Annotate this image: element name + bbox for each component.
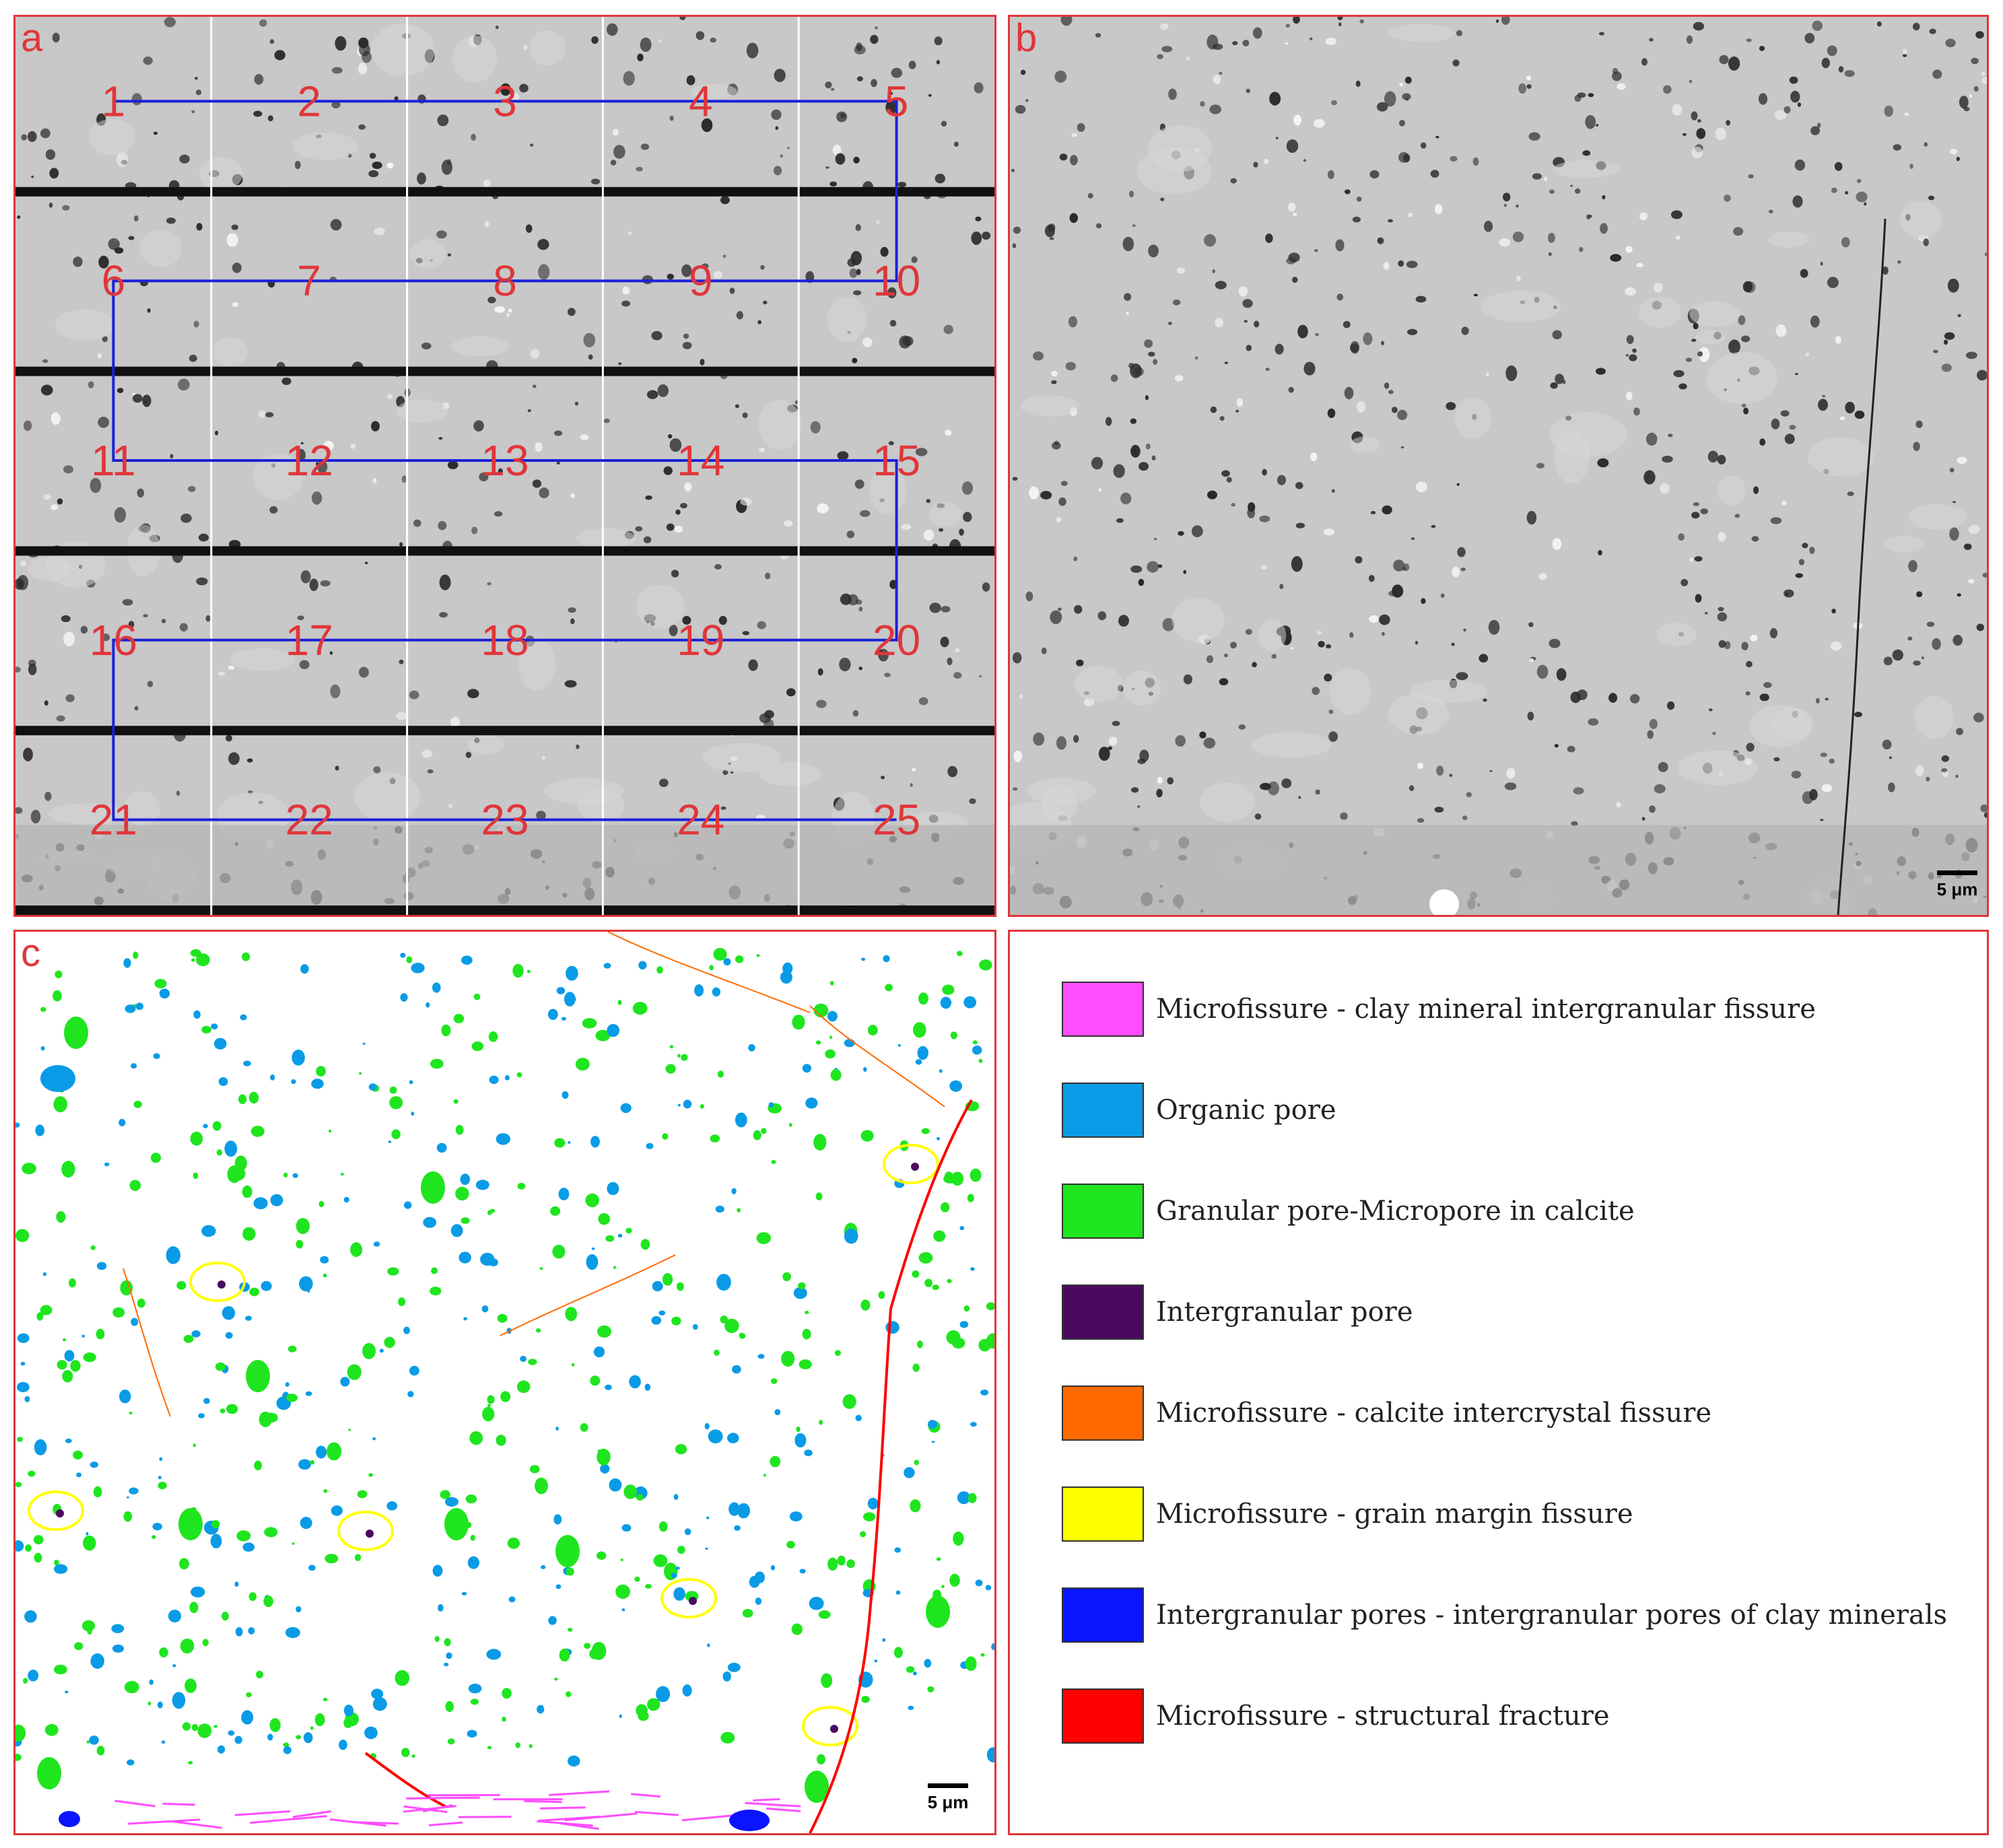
tile-number-label: 2 bbox=[297, 77, 321, 125]
panel-a-letter: a bbox=[21, 16, 43, 60]
tile-number-label: 16 bbox=[90, 616, 137, 664]
legend-swatch bbox=[1062, 1385, 1144, 1441]
tile-number-label: 17 bbox=[285, 616, 333, 664]
legend-swatch bbox=[1062, 1688, 1144, 1744]
tile-number-label: 6 bbox=[102, 256, 126, 305]
scale-bar-line bbox=[1937, 870, 1977, 875]
panel-a-sem-mosaic: 1 2 3 4 5 10 9 8 7 6 11 12 13 14 15 20 19 18 17 16 21 22 23 24 2… bbox=[13, 15, 996, 917]
legend-panel: Microfissure - clay mineral intergranula… bbox=[1008, 930, 1989, 1835]
legend-item: Microfissure - clay mineral intergranula… bbox=[1062, 979, 1816, 1039]
panel-c-letter: c bbox=[21, 931, 40, 975]
tile-number-label: 13 bbox=[481, 436, 529, 485]
legend-label: Microfissure - grain margin fissure bbox=[1156, 1499, 1633, 1530]
tile-number-label: 7 bbox=[297, 256, 321, 305]
legend-swatch bbox=[1062, 982, 1144, 1037]
tile-number-label: 21 bbox=[90, 796, 137, 844]
scale-bar-line bbox=[928, 1783, 968, 1788]
tile-number-label: 15 bbox=[873, 436, 920, 485]
legend-label: Microfissure - clay mineral intergranula… bbox=[1156, 994, 1816, 1025]
legend-swatch bbox=[1062, 1184, 1144, 1239]
legend-item: Microfissure - structural fracture bbox=[1062, 1686, 1610, 1746]
tile-number-label: 5 bbox=[885, 77, 909, 125]
tile-number-label: 18 bbox=[481, 616, 529, 664]
tile-number-label: 8 bbox=[493, 256, 517, 305]
panel-c-scale-bar: 5 μm bbox=[918, 1783, 978, 1813]
tile-number-label: 24 bbox=[677, 796, 724, 844]
legend-label: Granular pore-Micropore in calcite bbox=[1156, 1196, 1635, 1227]
panel-b-sem-image: b 5 μm bbox=[1008, 15, 1989, 917]
tile-number-label: 1 bbox=[102, 77, 126, 125]
legend-label: Microfissure - structural fracture bbox=[1156, 1701, 1610, 1732]
tile-number-label: 3 bbox=[493, 77, 517, 125]
legend-swatch bbox=[1062, 1285, 1144, 1340]
legend-label: Microfissure - calcite intercrystal fiss… bbox=[1156, 1398, 1712, 1429]
pore-map-shapes bbox=[15, 932, 994, 1833]
tile-number-label: 11 bbox=[91, 436, 135, 485]
panel-b-letter: b bbox=[1015, 16, 1038, 60]
tile-number-label: 22 bbox=[285, 796, 333, 844]
panel-b-scale-bar: 5 μm bbox=[1927, 870, 1987, 900]
tile-number-label: 23 bbox=[481, 796, 529, 844]
tile-number-label: 20 bbox=[873, 616, 920, 664]
tile-number-label: 12 bbox=[285, 436, 333, 485]
tile-number-label: 19 bbox=[677, 616, 724, 664]
tile-number-label: 25 bbox=[873, 796, 920, 844]
legend-item: Intergranular pore bbox=[1062, 1282, 1413, 1342]
panel-c-pore-classification-map: c 5 μm bbox=[13, 930, 996, 1835]
scan-path-line bbox=[112, 100, 898, 821]
tile-number-label: 9 bbox=[689, 256, 713, 305]
legend-swatch bbox=[1062, 1083, 1144, 1138]
legend-item: Granular pore-Micropore in calcite bbox=[1062, 1181, 1635, 1241]
tile-number-label: 14 bbox=[677, 436, 724, 485]
legend-item: Intergranular pores - intergranular pore… bbox=[1062, 1585, 1947, 1645]
tile-number-label: 4 bbox=[689, 77, 713, 125]
legend-swatch bbox=[1062, 1587, 1144, 1643]
legend-label: Organic pore bbox=[1156, 1095, 1336, 1126]
scale-bar-label: 5 μm bbox=[1936, 879, 1978, 899]
sem-stitched-image bbox=[1010, 17, 1987, 915]
legend-swatch bbox=[1062, 1486, 1144, 1542]
scale-bar-label: 5 μm bbox=[927, 1792, 969, 1812]
legend-item: Microfissure - calcite intercrystal fiss… bbox=[1062, 1383, 1711, 1443]
legend-label: Intergranular pores - intergranular pore… bbox=[1156, 1600, 1948, 1631]
pore-classification-image bbox=[15, 932, 994, 1833]
legend-item: Organic pore bbox=[1062, 1080, 1336, 1140]
tile-number-label: 10 bbox=[873, 256, 920, 305]
legend-label: Intergranular pore bbox=[1156, 1297, 1413, 1328]
legend-item: Microfissure - grain margin fissure bbox=[1062, 1484, 1633, 1544]
